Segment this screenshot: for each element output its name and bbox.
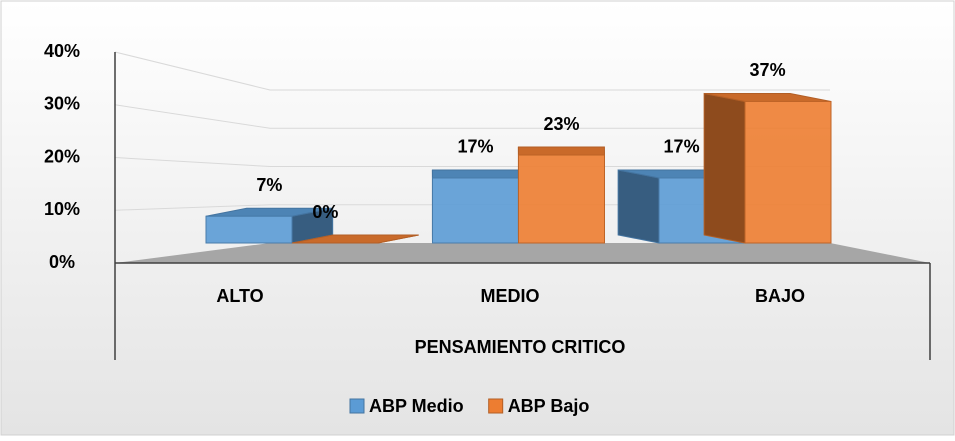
bar-top <box>432 170 518 178</box>
bar-side <box>618 170 659 243</box>
bar-front <box>519 155 605 243</box>
bar <box>704 93 831 243</box>
x-tick-label: BAJO <box>755 286 805 306</box>
bar-front <box>745 101 831 243</box>
x-tick-label: MEDIO <box>480 286 539 306</box>
legend-label: ABP Medio <box>369 396 464 416</box>
y-tick-label: 20% <box>44 146 80 166</box>
data-label: 7% <box>256 175 282 195</box>
bar-side <box>704 93 745 243</box>
legend-swatch <box>489 399 503 413</box>
data-label: 37% <box>750 60 786 80</box>
legend-swatch <box>350 399 364 413</box>
data-label: 0% <box>312 202 338 222</box>
bar-front <box>206 216 292 243</box>
bar-front <box>433 178 519 243</box>
y-tick-label: 0% <box>49 252 75 272</box>
y-tick-label: 10% <box>44 199 80 219</box>
bar <box>432 170 518 243</box>
y-tick-label: 40% <box>44 41 80 61</box>
data-label: 17% <box>664 137 700 157</box>
y-tick-label: 30% <box>44 94 80 114</box>
x-axis-title: PENSAMIENTO CRITICO <box>415 337 626 357</box>
bar-top <box>518 147 604 155</box>
data-label: 17% <box>457 137 493 157</box>
x-tick-label: ALTO <box>216 286 263 306</box>
data-label: 23% <box>543 114 579 134</box>
bar <box>518 147 604 243</box>
legend-label: ABP Bajo <box>508 396 590 416</box>
